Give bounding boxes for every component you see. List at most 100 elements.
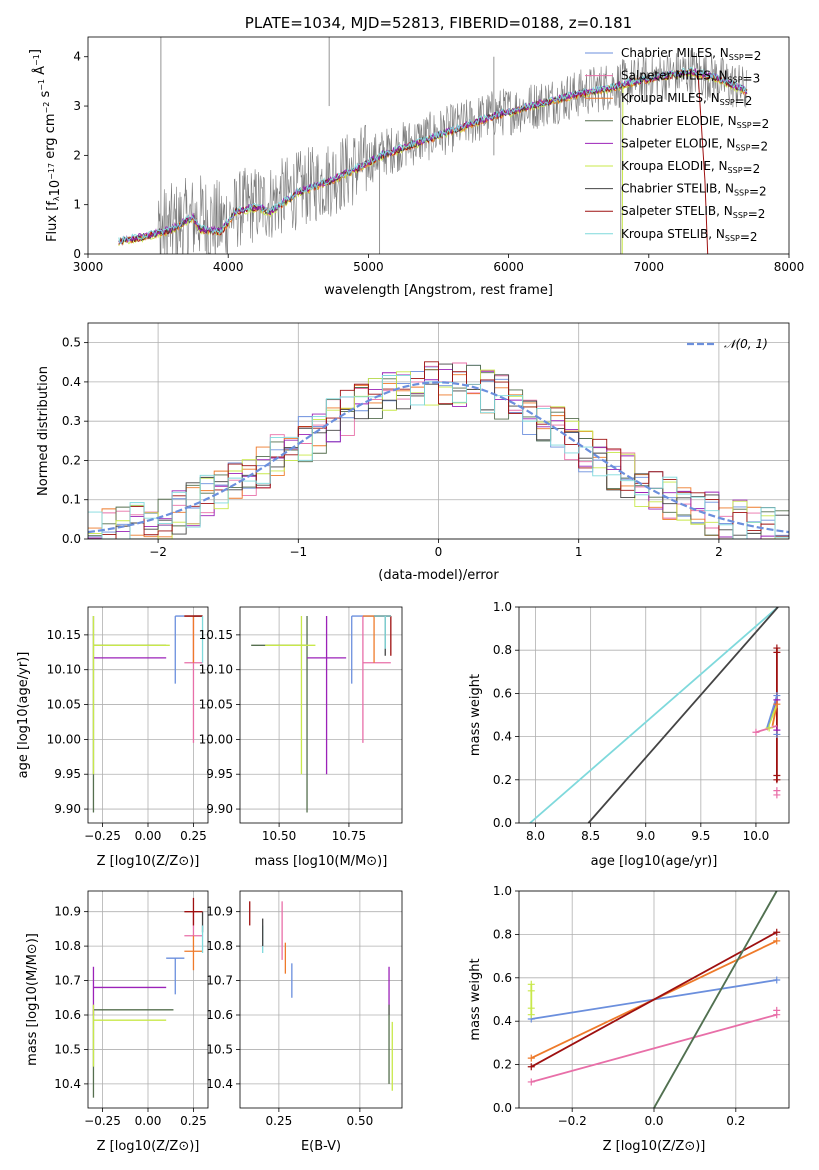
panel-age_vs_mass: 10.50 10.75 9.90 9.95 10.00 10.05 10.10 10.15 [199, 606, 403, 843]
y-tick-label: 9.95 [206, 767, 233, 781]
marker-point [773, 787, 781, 795]
y-tick-label: 10.6 [54, 1008, 81, 1022]
x-tick-label: 9.5 [691, 829, 710, 843]
y-tick-label: 0.2 [493, 1058, 512, 1072]
panel-weight_vs_Z: −0.2 0.0 0.2 0.0 0.2 0.4 0.6 0.8 1.0 [493, 884, 790, 1128]
y-tick-label: 0.6 [493, 971, 512, 985]
plot-area-mass_vs_Z [92, 897, 204, 1098]
marker-point [773, 928, 781, 936]
marker-point [773, 730, 781, 738]
x-tick-label: 8.5 [581, 829, 600, 843]
marker-point [527, 1011, 535, 1019]
x-tick-label: −0.25 [84, 829, 121, 843]
y-tick-label: 9.90 [206, 802, 233, 816]
x-tick-label: 10.50 [262, 829, 296, 843]
x-axis-label: Z [log10(Z/Z⊙)] [97, 1139, 200, 1154]
axes-frame [87, 36, 790, 255]
panel-weight_vs_age: 8.0 8.5 9.0 9.5 10.0 0.0 0.2 0.4 0.6 0.8 1.0 [493, 600, 790, 843]
x-tick-label: 10.75 [332, 829, 366, 843]
y-tick-label: 0.4 [62, 375, 81, 389]
x-tick-label: 0 [435, 545, 443, 559]
y-tick-label: 10.10 [47, 663, 81, 677]
y-tick-label: 10.8 [206, 939, 233, 953]
x-axis-label: Z [log10(Z/Z⊙)] [97, 854, 200, 869]
gaussian-curve [88, 381, 789, 534]
y-tick-label: 0.5 [62, 336, 81, 350]
y-tick-label: 0.0 [493, 816, 512, 830]
y-tick-label: 10.00 [199, 732, 233, 746]
plot-area-residuals [88, 361, 789, 539]
y-tick-label: 0.2 [493, 773, 512, 787]
y-tick-label: 10.4 [206, 1077, 233, 1091]
x-axis-label: Z [log10(Z/Z⊙)] [603, 1139, 706, 1154]
y-tick-label: 9.95 [54, 767, 81, 781]
x-tick-label: 0.00 [135, 1114, 162, 1128]
y-tick-label: 0 [73, 247, 81, 261]
marker-point [773, 692, 781, 700]
axes-frame [239, 890, 403, 1109]
marker-point [773, 1006, 781, 1014]
x-tick-label: 3000 [73, 260, 104, 274]
y-tick-label: 4 [73, 50, 81, 64]
y-tick-label: 10.05 [199, 698, 233, 712]
legend: Chabrier MILES, NSSP=2 Salpeter MILES, NS… [585, 46, 769, 244]
plot-area-weight_vs_Z [527, 891, 781, 1108]
plot-area-age_vs_mass [251, 615, 392, 813]
y-tick-label: 10.7 [206, 974, 233, 988]
legend-label: Kroupa STELIB, NSSP=2 [621, 227, 758, 244]
plot-area-weight_vs_age [529, 607, 781, 823]
axes-frame [239, 606, 403, 824]
y-axis-label: Flux [fλ10−17 erg cm−2 s−1 Å−1] [28, 49, 63, 242]
panel-age_vs_Z: −0.25 0.00 0.25 9.90 9.95 10.00 10.05 10.10 10.1… [47, 606, 209, 843]
x-axis-label: (data-model)/error [378, 568, 499, 583]
plot-area-mass_vs_ebv [249, 901, 393, 1091]
y-tick-label: 1.0 [493, 600, 512, 614]
spectrum-model-tail [621, 86, 624, 254]
plot-area-age_vs_Z [92, 615, 204, 813]
y-tick-label: 10.7 [54, 974, 81, 988]
y-tick-label: 10.6 [206, 1008, 233, 1022]
x-axis-label: wavelength [Angstrom, rest frame] [324, 283, 553, 298]
x-tick-label: 10.0 [743, 829, 770, 843]
legend-label: Salpeter STELIB, NSSP=2 [621, 204, 765, 221]
y-tick-label: 1 [73, 198, 81, 212]
weight-line-chabrier_miles [766, 695, 778, 729]
chart-title: PLATE=1034, MJD=52813, FIBERID=0188, z=0… [245, 14, 632, 32]
marker-point [773, 937, 781, 945]
legend-label: Kroupa ELODIE, NSSP=2 [621, 159, 760, 176]
y-tick-label: 0.8 [493, 643, 512, 657]
spectrum-model-line-kroupa_stelib [118, 67, 748, 244]
x-tick-label: 9.0 [636, 829, 655, 843]
y-axis-label: mass weight [468, 958, 483, 1040]
panel-mass_vs_ebv: 0.25 0.50 10.4 10.5 10.6 10.7 10.8 10.9 [206, 890, 403, 1128]
y-tick-label: 10.15 [199, 628, 233, 642]
weight-line-salpeter_miles [531, 1013, 777, 1083]
x-tick-label: 0.00 [135, 829, 162, 843]
x-tick-label: 0.25 [180, 829, 207, 843]
y-axis-label: mass [log10(M/M⊙)] [25, 933, 40, 1066]
x-tick-label: 2 [715, 545, 723, 559]
marker-point [527, 1078, 535, 1086]
y-tick-label: 10.9 [54, 905, 81, 919]
marker-point [773, 648, 781, 656]
x-tick-label: 0.2 [726, 1114, 745, 1128]
y-axis-label: age [log10(age/yr)] [16, 652, 31, 779]
x-tick-label: 4000 [213, 260, 244, 274]
y-tick-label: 3 [73, 99, 81, 113]
weight-line-chabrier_elodie [653, 891, 778, 1108]
y-tick-label: 0.4 [493, 1014, 512, 1028]
weight-line-chabrier_stelib [587, 607, 779, 823]
y-tick-label: 0.3 [62, 414, 81, 428]
x-tick-label: 1 [575, 545, 583, 559]
legend-label: Chabrier MILES, NSSP=2 [621, 46, 761, 63]
x-tick-label: 0.25 [266, 1114, 293, 1128]
marker-point [527, 1063, 535, 1071]
spectrum-model-tail [697, 71, 709, 254]
weight-line-salpeter_stelib [530, 931, 778, 1068]
x-axis-label: age [log10(age/yr)] [591, 854, 718, 869]
x-axis-label: mass [log10(M/M⊙)] [255, 854, 388, 869]
weight-line-salpeter_miles [755, 724, 778, 734]
x-tick-label: −0.25 [84, 1114, 121, 1128]
x-tick-label: 8.0 [526, 829, 545, 843]
